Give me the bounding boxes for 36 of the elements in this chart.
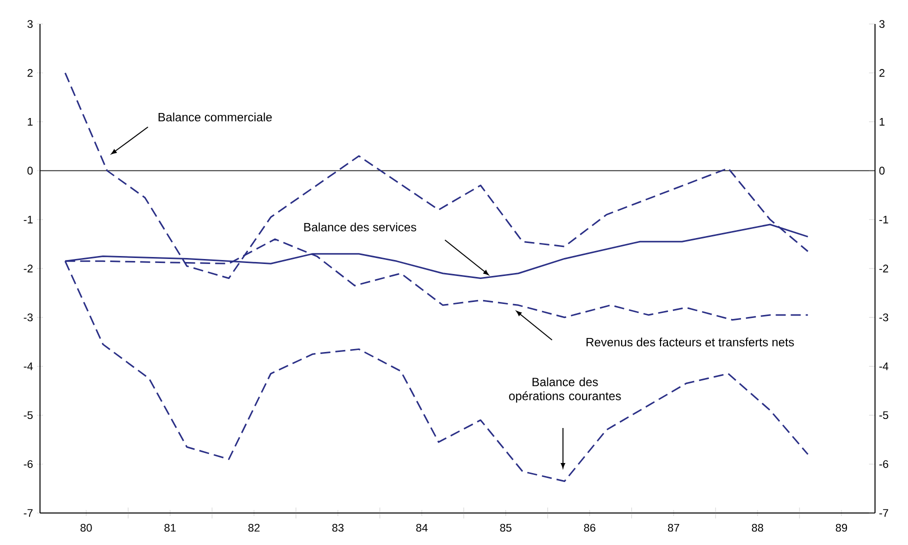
y2-tick-label: 2 bbox=[879, 69, 884, 77]
annotation: Balance des opérations courantes bbox=[509, 377, 621, 403]
x-tick-label: 89 bbox=[836, 524, 848, 532]
y2-tick-label: -4 bbox=[879, 362, 888, 370]
y2-tick-label: 3 bbox=[879, 20, 885, 28]
x-tick-label: 88 bbox=[752, 524, 764, 532]
y-tick-label: -5 bbox=[24, 411, 33, 420]
y-tick-label: -1 bbox=[24, 216, 33, 224]
y-tick-label: -4 bbox=[24, 362, 33, 370]
x-tick-label: 84 bbox=[416, 524, 428, 532]
annotation: Balance des services bbox=[304, 222, 416, 232]
x-tick-label: 83 bbox=[332, 524, 344, 532]
y2-tick-label: 0 bbox=[879, 166, 885, 175]
y-tick-label: 1 bbox=[28, 118, 33, 126]
y2-tick-label: -1 bbox=[879, 216, 888, 224]
x-tick-label: 80 bbox=[80, 524, 92, 532]
y-tick-label: 3 bbox=[27, 20, 33, 28]
y2-tick-label: -3 bbox=[879, 314, 888, 322]
x-tick-label: 87 bbox=[668, 524, 680, 532]
x-tick-label: 86 bbox=[584, 524, 596, 532]
y-tick-label: -6 bbox=[24, 460, 33, 468]
y2-tick-label: -2 bbox=[879, 264, 888, 272]
y-tick-label: -2 bbox=[24, 264, 33, 272]
y2-tick-label: -6 bbox=[879, 460, 888, 468]
x-tick-label: 81 bbox=[164, 524, 176, 532]
y2-tick-label: 1 bbox=[880, 118, 884, 126]
annotation: Revenus des facteurs et transferts nets bbox=[586, 338, 794, 346]
y2-tick-label: -5 bbox=[879, 411, 888, 420]
annotation: Balance commerciale bbox=[158, 112, 272, 122]
x-tick-label: 85 bbox=[500, 524, 512, 532]
y-tick-label: 2 bbox=[28, 69, 33, 77]
y-tick-label: 0 bbox=[27, 166, 33, 175]
y-tick-label: -7 bbox=[24, 509, 33, 517]
x-tick-label: 82 bbox=[248, 524, 260, 532]
y-tick-label: -3 bbox=[24, 314, 33, 322]
y2-tick-label: -7 bbox=[879, 509, 888, 517]
